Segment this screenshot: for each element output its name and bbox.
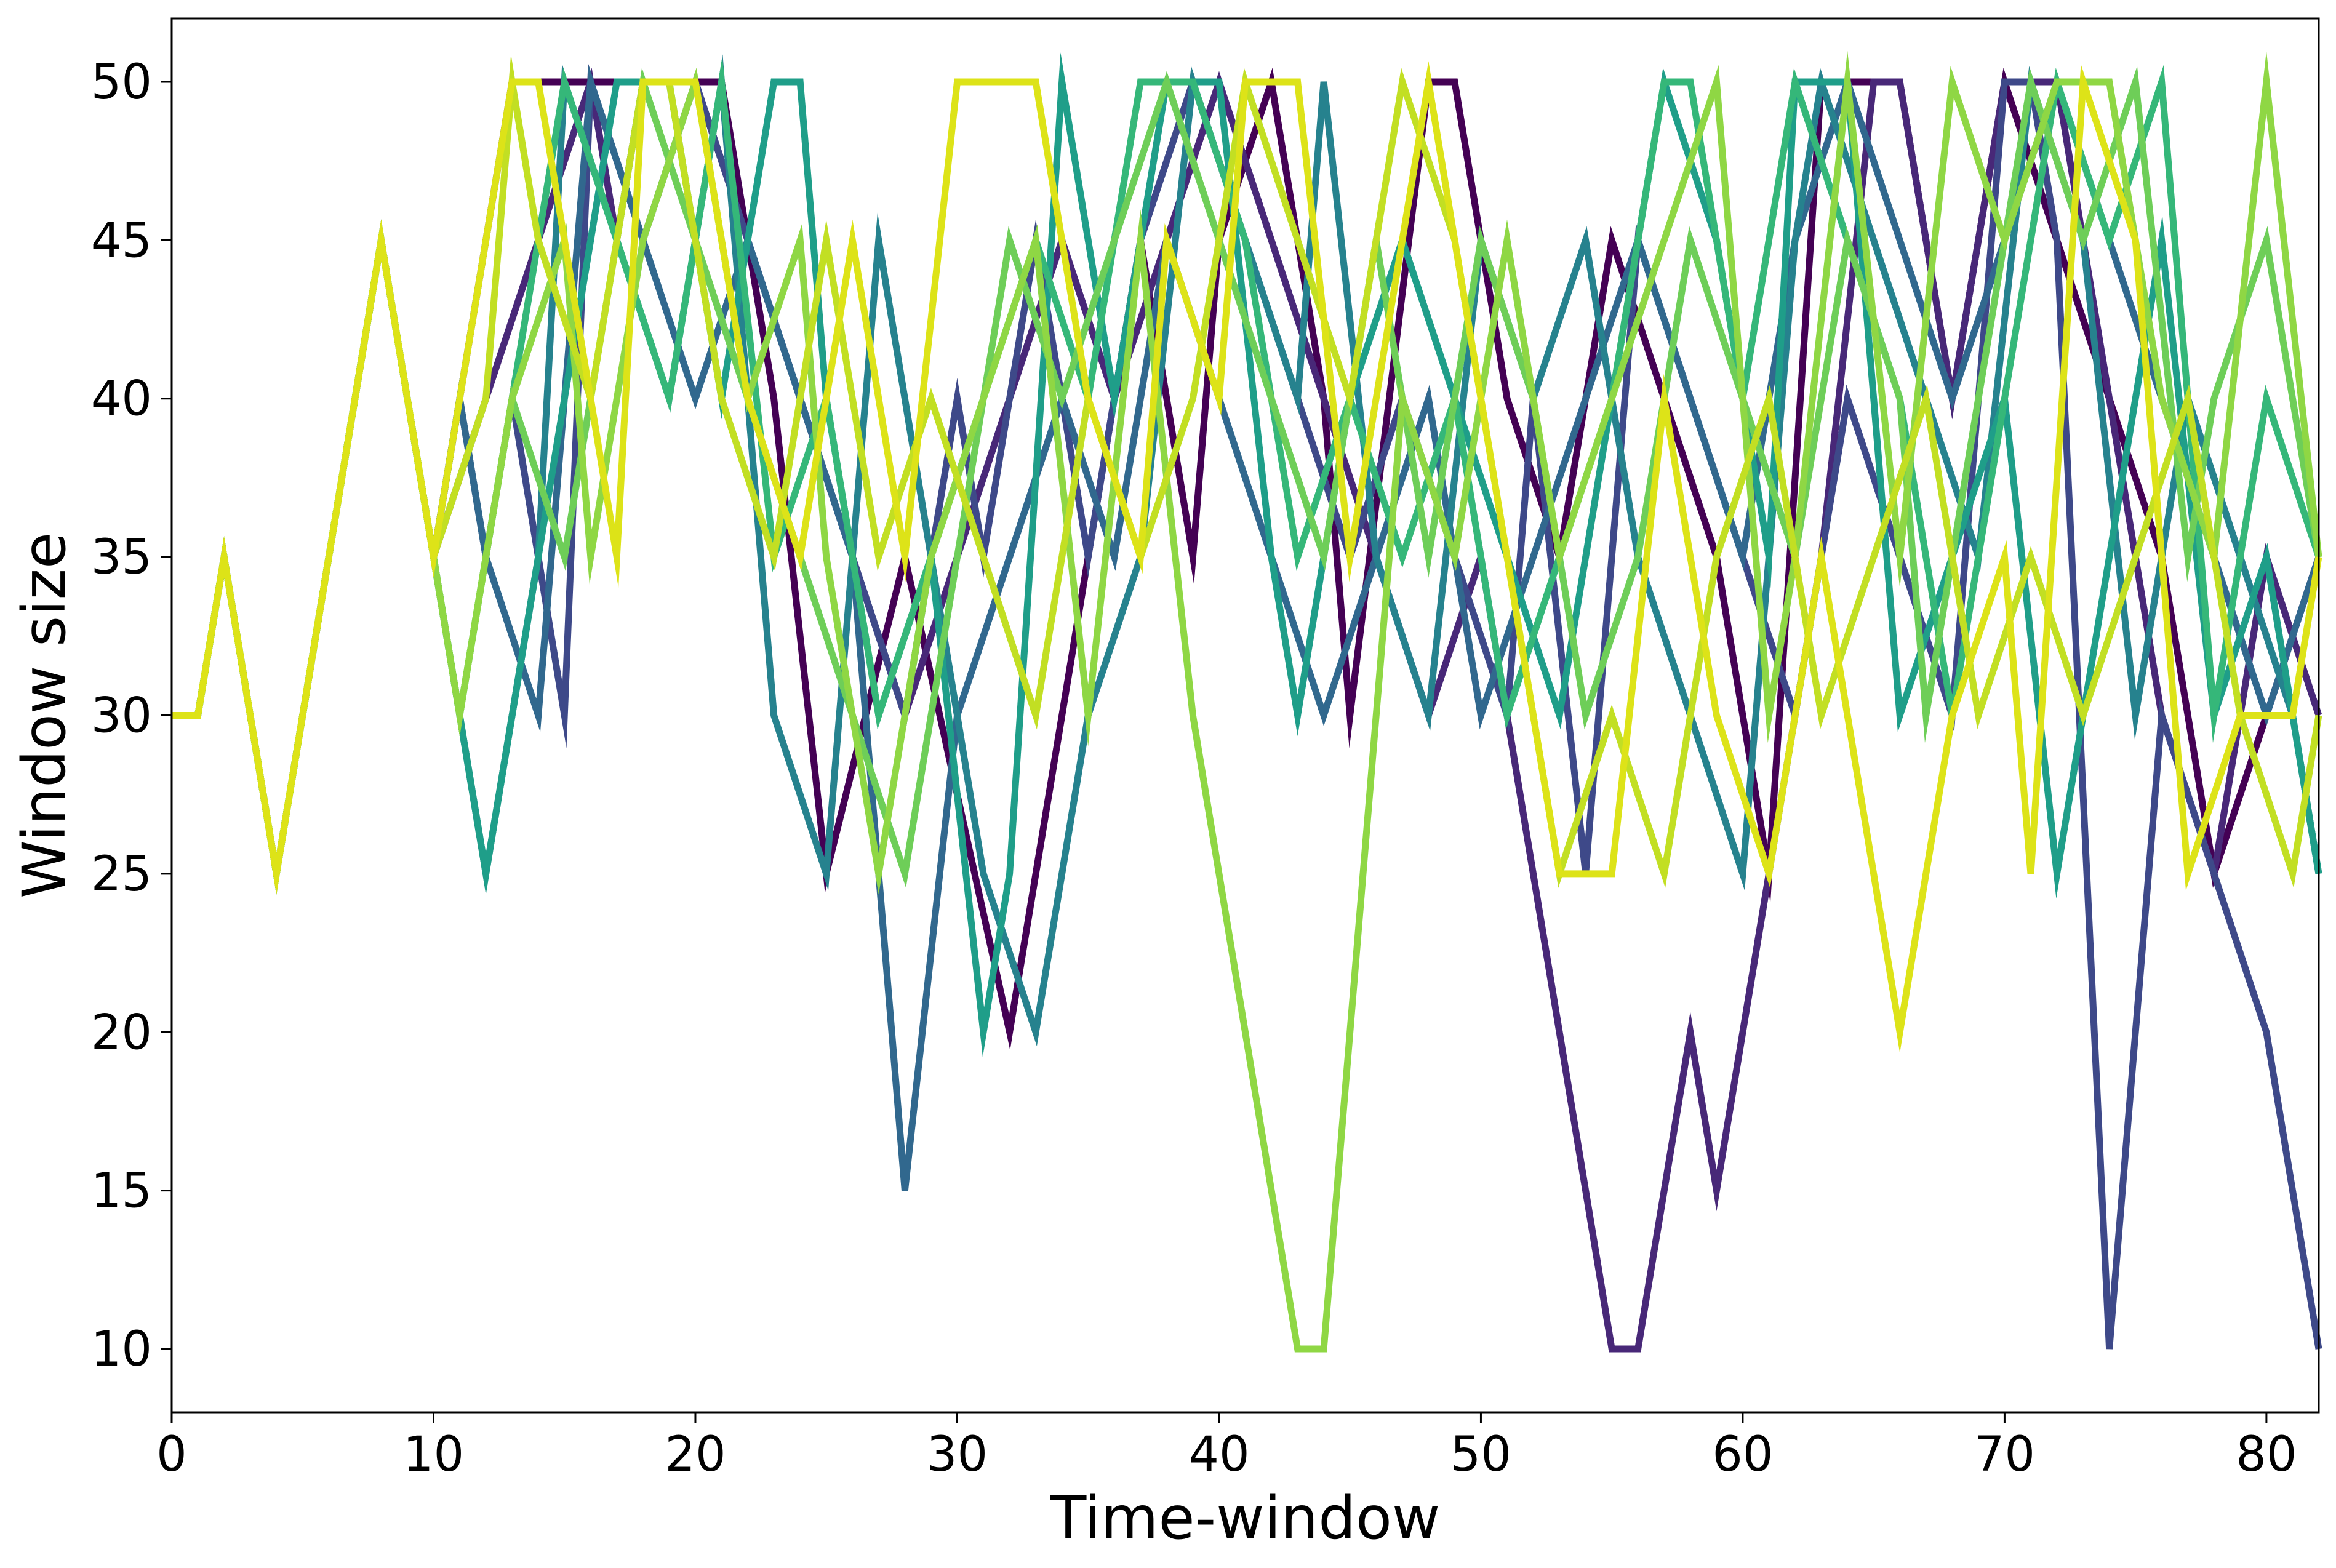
series-line-9 — [172, 50, 2322, 1353]
y-tick-label: 10 — [91, 1322, 152, 1377]
x-tick-label: 50 — [1450, 1427, 1511, 1482]
y-tick-label: 30 — [91, 689, 152, 744]
series-line-2 — [172, 68, 2322, 1353]
y-tick-label: 15 — [91, 1164, 152, 1219]
x-tick-label: 70 — [1974, 1427, 2035, 1482]
y-tick-label: 35 — [91, 530, 152, 585]
x-tick-label: 0 — [156, 1427, 187, 1482]
y-tick-label: 20 — [91, 1005, 152, 1060]
x-tick-label: 80 — [2236, 1427, 2297, 1482]
x-tick-label: 20 — [665, 1427, 726, 1482]
x-axis-ticks: 0 10 20 30 40 50 60 70 80 — [156, 1412, 2297, 1482]
y-tick-label: 40 — [91, 372, 152, 427]
y-tick-label: 45 — [91, 213, 152, 268]
x-tick-label: 60 — [1712, 1427, 1773, 1482]
y-axis-ticks: 10 15 20 25 30 35 40 45 50 — [91, 55, 172, 1377]
series-line-11 — [172, 61, 2322, 1054]
x-tick-label: 40 — [1188, 1427, 1249, 1482]
x-tick-label: 10 — [403, 1427, 464, 1482]
series-line-8 — [172, 66, 2322, 895]
x-axis-label: Time-window — [1050, 1484, 1441, 1553]
y-tick-label: 50 — [91, 55, 152, 110]
y-axis-label: Window size — [10, 532, 79, 898]
x-tick-label: 30 — [927, 1427, 988, 1482]
y-tick-label: 25 — [91, 847, 152, 902]
series-lines — [172, 50, 2322, 1353]
